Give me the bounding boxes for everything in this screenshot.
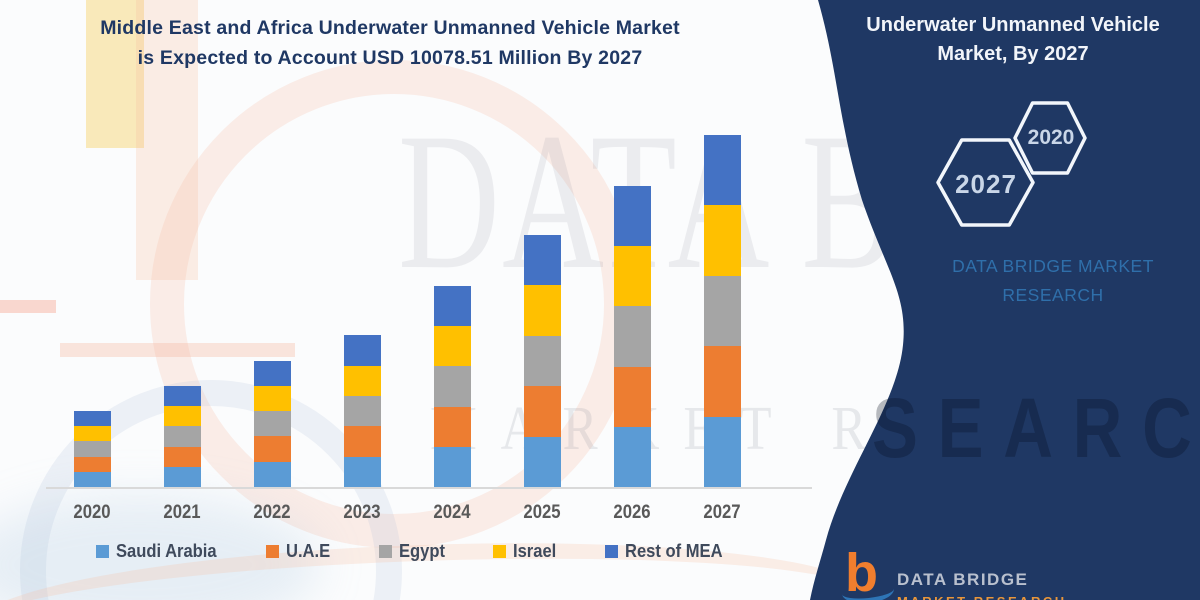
sidebar-brand-line2: RESEARCH [1002,285,1104,305]
legend-swatch-icon [266,545,279,558]
bar-segment-israel [73,426,111,442]
bar-segment-egypt [433,366,471,407]
x-axis-label-2026: 2026 [613,502,651,523]
bar-segment-saudi-arabia [703,416,741,487]
bar-segment-israel [523,285,561,336]
stacked-bar-2021 [163,386,201,487]
bar-segment-rest-of-mea [523,234,561,286]
x-axis-label-2021: 2021 [163,502,201,523]
stacked-bar-2025 [523,234,561,487]
bar-segment-saudi-arabia [433,446,471,487]
chart-title: Middle East and Africa Underwater Unmann… [35,13,745,73]
bar-segment-saudi-arabia [73,471,111,487]
bar-segment-egypt [253,411,291,437]
legend-swatch-icon [493,545,506,558]
legend-item-egypt: Egypt [379,541,449,562]
bar-segment-u-a-e [73,456,111,472]
legend-swatch-icon [605,545,618,558]
sidebar-title-line2: Market, By 2027 [937,43,1089,65]
legend-item-u-a-e: U.A.E [266,541,334,562]
databridge-logo-icon: b [845,543,878,600]
stacked-bar-2027 [703,135,741,487]
bar-segment-rest-of-mea [433,286,471,327]
bar-segment-israel [613,246,651,307]
plot-area: 2020 2021 2022 2023 2024 2025 2026 2027 Saudi A… [46,135,812,562]
legend-swatch-icon [379,545,392,558]
bar-segment-u-a-e [523,386,561,437]
x-axis-label-2020: 2020 [73,502,111,523]
chart-title-line2: is Expected to Account USD 10078.51 Mill… [137,47,643,69]
sidebar-brand-text: DATA BRIDGE MARKET RESEARCH [903,252,1200,310]
bar-segment-u-a-e [703,346,741,417]
bar-segment-u-a-e [343,426,381,457]
bar-segment-egypt [523,335,561,387]
x-axis-label-2023: 2023 [343,502,381,523]
bar-segment-egypt [703,275,741,347]
x-axis-label-2024: 2024 [433,502,471,523]
databridge-logo-name: DATA BRIDGE [897,570,1029,589]
bar-segment-saudi-arabia [253,461,291,487]
legend-item-israel: Israel [493,541,560,562]
stacked-bar-2026 [613,185,651,487]
legend-item-rest-of-mea: Rest of MEA [605,541,731,562]
bar-segment-israel [253,385,291,412]
legend-label: Saudi Arabia [116,541,217,561]
bar-segment-israel [703,205,741,276]
sidebar-title-line1: Underwater Unmanned Vehicle [866,14,1160,36]
bar-segment-u-a-e [613,366,651,427]
stacked-bar-2024 [433,286,471,487]
bar-segment-u-a-e [163,446,201,467]
hexagon-2020-label: 2020 [1027,126,1075,149]
sidebar-shape [810,0,1200,600]
bar-segment-rest-of-mea [343,335,381,366]
bar-segment-israel [343,365,381,396]
bar-segment-israel [163,406,201,427]
bar-segment-egypt [613,306,651,367]
hexagon-2020 [1013,101,1087,175]
bar-segment-israel [433,326,471,367]
bar-segment-egypt [343,395,381,427]
stacked-bar-2023 [343,335,381,487]
bar-segment-u-a-e [253,436,291,462]
legend-item-saudi-arabia: Saudi Arabia [96,541,225,562]
bar-segment-rest-of-mea [703,135,741,206]
bar-segment-saudi-arabia [163,466,201,487]
bar-segment-egypt [73,441,111,457]
stacked-bar-2020 [73,411,111,487]
sidebar-title: Underwater Unmanned Vehicle Market, By 2… [840,11,1186,69]
bar-segment-rest-of-mea [73,411,111,427]
x-axis-label-2022: 2022 [253,502,291,523]
legend-label: Rest of MEA [625,541,723,561]
x-axis-label-2027: 2027 [703,502,741,523]
databridge-logo-subtitle: MARKET RESEARCH [897,594,1067,600]
bar-segment-u-a-e [433,406,471,447]
bar-segment-saudi-arabia [613,426,651,487]
stacked-bar-2022 [253,360,291,487]
hexagon-2027-label: 2027 [955,169,1017,199]
legend-label: U.A.E [286,541,331,561]
sidebar-watermark-text: SEARCH [872,381,1200,475]
bar-segment-rest-of-mea [253,360,291,386]
bar-segment-saudi-arabia [343,456,381,487]
chart-title-line1: Middle East and Africa Underwater Unmann… [100,17,680,39]
bar-segment-saudi-arabia [523,436,561,487]
x-axis-label-2025: 2025 [523,502,561,523]
bar-segment-rest-of-mea [163,386,201,407]
legend-label: Egypt [399,541,446,561]
sidebar-brand-line1: DATA BRIDGE MARKET [952,256,1154,276]
bar-segment-egypt [163,426,201,447]
bar-segment-rest-of-mea [613,185,651,247]
legend-label: Israel [513,541,557,561]
hexagon-2027 [936,138,1035,227]
legend-swatch-icon [96,545,109,558]
x-axis-line [46,487,812,489]
